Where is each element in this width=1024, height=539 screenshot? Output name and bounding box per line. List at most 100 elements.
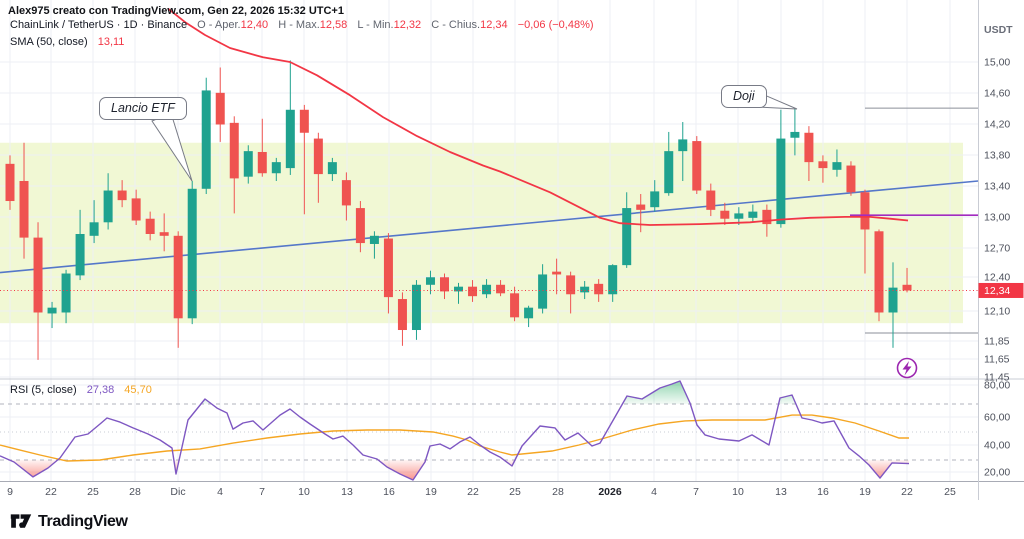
- candle-body: [804, 132, 814, 163]
- highlight-band[interactable]: [0, 142, 963, 324]
- candle-body: [552, 271, 562, 275]
- time-axis-label[interactable]: 22: [467, 486, 479, 498]
- price-axis-label[interactable]: 14,20: [984, 119, 1010, 131]
- candle: [706, 183, 716, 217]
- time-axis-label[interactable]: 13: [341, 486, 353, 498]
- time-axis-label[interactable]: Dic: [170, 486, 185, 498]
- tradingview-logo[interactable]: TradingView: [10, 511, 128, 532]
- candle-body: [664, 151, 674, 194]
- candle: [215, 67, 225, 142]
- candle-body: [734, 213, 744, 219]
- price-axis-currency: USDT: [984, 24, 1013, 36]
- time-axis-label[interactable]: 19: [425, 486, 437, 498]
- rsi-signal-line: [0, 414, 909, 462]
- rsi-oversold-fill: [378, 460, 426, 480]
- candle-body: [524, 307, 534, 319]
- candle: [5, 155, 15, 210]
- last-price-tag: [978, 282, 1024, 298]
- annotation-lancio-etf[interactable]: Lancio ETF: [99, 97, 187, 120]
- candle-body: [75, 233, 85, 276]
- price-axis-label[interactable]: 13,00: [984, 212, 1010, 224]
- rsi-line: [0, 380, 910, 481]
- time-axis-label[interactable]: 13: [775, 486, 787, 498]
- candle: [692, 136, 702, 195]
- time-axis-label[interactable]: 10: [298, 486, 310, 498]
- time-axis-label[interactable]: 19: [859, 486, 871, 498]
- time-axis-label[interactable]: 16: [383, 486, 395, 498]
- flash-badge[interactable]: [896, 357, 918, 379]
- price-axis-label[interactable]: 12,40: [984, 272, 1010, 284]
- candle-body: [790, 131, 800, 138]
- candle-body: [636, 204, 646, 210]
- price-axis-label[interactable]: 11,65: [984, 354, 1010, 366]
- candle-body: [5, 163, 15, 202]
- candle: [201, 77, 211, 195]
- candle: [818, 155, 828, 183]
- candle-body: [313, 138, 323, 175]
- time-axis-label[interactable]: 25: [87, 486, 99, 498]
- candle: [145, 211, 155, 241]
- time-axis-label[interactable]: 25: [509, 486, 521, 498]
- candle: [496, 280, 506, 297]
- time-axis-label[interactable]: 4: [651, 486, 657, 498]
- candle: [271, 157, 281, 181]
- candle-body: [103, 190, 113, 223]
- time-axis-label[interactable]: 16: [817, 486, 829, 498]
- price-axis-label[interactable]: 11,85: [984, 336, 1010, 348]
- attribution-text: Alex975 creato con TradingView.com, Gen …: [8, 5, 344, 17]
- time-axis-label[interactable]: 9: [7, 486, 13, 498]
- price-axis-label[interactable]: 15,00: [984, 57, 1010, 69]
- candle: [159, 213, 169, 252]
- trendline[interactable]: [0, 180, 979, 274]
- sma-value: 13,11: [97, 36, 125, 48]
- time-axis-label[interactable]: 25: [944, 486, 956, 498]
- candle: [285, 60, 295, 175]
- candle: [902, 267, 912, 293]
- candle: [608, 264, 618, 302]
- candle: [776, 109, 786, 228]
- rsi-axis-label[interactable]: 40,00: [984, 440, 1010, 452]
- time-axis-label[interactable]: 2026: [598, 486, 622, 498]
- price-axis-label[interactable]: 12,10: [984, 306, 1010, 318]
- time-axis-label[interactable]: 28: [129, 486, 141, 498]
- rsi-axis-label[interactable]: 80,00: [984, 380, 1010, 392]
- candle: [355, 201, 365, 253]
- time-axis-label[interactable]: 10: [732, 486, 744, 498]
- candle-body: [608, 265, 618, 295]
- candle: [383, 233, 393, 314]
- price-axis-label[interactable]: 12,70: [984, 243, 1010, 255]
- time-axis-label[interactable]: 28: [552, 486, 564, 498]
- close-label: C - Chius.: [431, 19, 481, 31]
- candle: [47, 301, 57, 329]
- candle-body: [355, 208, 365, 244]
- time-axis-label[interactable]: 4: [217, 486, 223, 498]
- lightning-icon: [902, 361, 912, 376]
- candle-body: [860, 192, 870, 230]
- candle: [664, 131, 674, 196]
- rsi-overbought-fill: [778, 395, 796, 404]
- time-axis-label[interactable]: 7: [693, 486, 699, 498]
- candle-body: [692, 141, 702, 191]
- time-axis-label[interactable]: 22: [901, 486, 913, 498]
- candle-body: [650, 191, 660, 208]
- time-axis-label[interactable]: 22: [45, 486, 57, 498]
- price-axis-label[interactable]: 11,45: [984, 372, 1010, 384]
- price-axis-label[interactable]: 14,60: [984, 88, 1010, 100]
- candle-body: [720, 210, 730, 219]
- candle-body: [89, 222, 99, 236]
- candle-body: [468, 286, 478, 297]
- rsi-axis-label[interactable]: 20,00: [984, 467, 1010, 479]
- candle-body: [538, 274, 548, 309]
- candle-body: [762, 209, 772, 225]
- annotation-doji[interactable]: Doji: [721, 85, 767, 108]
- candle: [846, 161, 856, 196]
- symbol-title: ChainLink / TetherUS · 1D · Binance: [10, 19, 188, 31]
- rsi-axis-label[interactable]: 60,00: [984, 412, 1010, 424]
- candle-body: [411, 284, 421, 331]
- candle-body: [159, 232, 169, 236]
- candle-body: [888, 287, 898, 313]
- price-axis-label[interactable]: 13,80: [984, 150, 1010, 162]
- price-axis-label[interactable]: 13,40: [984, 181, 1010, 193]
- time-axis-label[interactable]: 7: [259, 486, 265, 498]
